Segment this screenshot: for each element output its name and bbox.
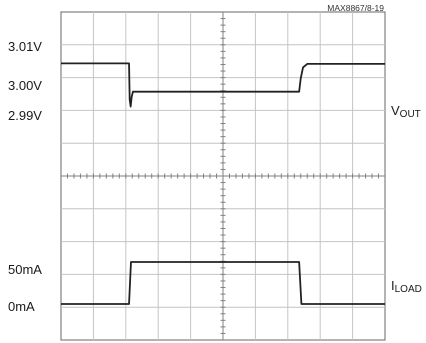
voltage-tick-label: 3.00V: [8, 78, 42, 93]
voltage-tick-label: 2.99V: [8, 108, 42, 123]
traces: [61, 62, 385, 305]
iload-channel-label: ILOAD: [391, 278, 422, 295]
iload-subscript: LOAD: [395, 284, 422, 295]
vout-trace: [61, 62, 385, 108]
vout-channel-label: VOUT: [391, 103, 421, 120]
part-number-label: MAX8867/8-19: [327, 3, 384, 13]
current-tick-label: 50mA: [8, 262, 42, 277]
voltage-tick-label: 3.01V: [8, 39, 42, 54]
iload-main: I: [391, 278, 395, 293]
vout-main: V: [391, 103, 400, 118]
grid: [60, 11, 386, 341]
iload-trace: [61, 261, 385, 305]
vout-subscript: OUT: [400, 109, 421, 120]
current-tick-label: 0mA: [8, 299, 35, 314]
